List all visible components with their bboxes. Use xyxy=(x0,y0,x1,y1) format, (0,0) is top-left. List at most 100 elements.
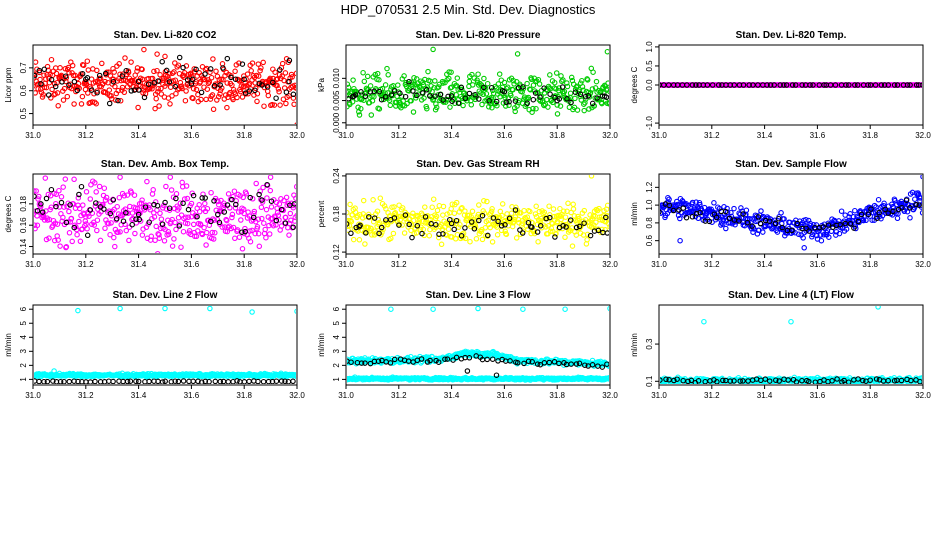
x-tick-label: 32.0 xyxy=(602,131,618,140)
y-axis-label: ml/min xyxy=(630,202,639,226)
data-point-secondary xyxy=(378,224,385,231)
data-point-primary xyxy=(56,187,62,194)
data-point-primary xyxy=(367,83,374,89)
data-point-primary xyxy=(561,88,568,95)
y-tick-label: 2 xyxy=(332,363,341,368)
data-point-secondary xyxy=(476,96,482,102)
y-tick-label: 4 xyxy=(332,335,341,340)
data-point-secondary xyxy=(259,197,265,203)
data-point-primary xyxy=(481,75,487,82)
x-tick-label: 32.0 xyxy=(915,260,931,269)
data-point-primary xyxy=(209,92,216,98)
data-point-primary xyxy=(361,78,368,85)
x-tick-label: 31.0 xyxy=(25,260,41,269)
data-point-secondary xyxy=(78,183,85,190)
panel-4: Stan. Dev. Amb. Box Temp.degrees C31.0 31… xyxy=(4,159,305,269)
y-tick-label: -1.0 xyxy=(645,116,654,130)
data-point-primary xyxy=(408,98,414,104)
data-point-primary xyxy=(495,81,502,87)
data-point-primary xyxy=(847,211,853,217)
data-point-primary xyxy=(198,222,204,228)
data-point-primary xyxy=(448,69,454,75)
data-point-secondary xyxy=(671,377,677,384)
data-point-secondary xyxy=(36,67,43,74)
data-point-secondary xyxy=(163,67,170,74)
data-point-primary xyxy=(263,234,269,241)
data-point-primary xyxy=(64,93,71,100)
data-point-primary xyxy=(274,209,281,216)
data-point-primary xyxy=(215,201,222,208)
data-point-primary xyxy=(117,98,124,104)
data-point-primary xyxy=(251,210,257,217)
y-tick-label: 6 xyxy=(19,306,28,311)
data-point-secondary xyxy=(366,214,372,220)
data-point-primary xyxy=(206,79,213,85)
data-point-secondary xyxy=(825,222,832,228)
data-point-primary xyxy=(106,87,113,93)
data-point-primary xyxy=(74,231,80,238)
data-point-primary xyxy=(151,68,157,75)
data-point-primary xyxy=(384,65,390,72)
data-point-secondary xyxy=(512,98,519,104)
data-point-primary xyxy=(774,229,781,235)
data-point-primary xyxy=(161,238,168,244)
data-point-secondary xyxy=(371,215,378,221)
data-point-secondary xyxy=(546,359,553,366)
data-point-secondary xyxy=(396,222,402,228)
data-point-primary xyxy=(192,233,198,240)
data-point-primary xyxy=(114,203,120,210)
data-point-secondary xyxy=(506,98,512,105)
data-point-primary xyxy=(94,217,101,223)
data-point-primary xyxy=(256,243,263,250)
data-point-primary xyxy=(531,228,538,234)
data-point-secondary xyxy=(495,218,501,225)
data-point-secondary xyxy=(547,214,553,221)
data-point-secondary xyxy=(488,84,495,91)
data-point-secondary xyxy=(397,90,403,97)
data-point-secondary xyxy=(603,214,609,221)
outlier-point xyxy=(141,46,147,53)
data-point-secondary xyxy=(145,81,152,87)
data-point-secondary xyxy=(484,356,490,363)
data-point-secondary xyxy=(180,64,186,71)
x-tick-label: 31.6 xyxy=(810,260,826,269)
data-point-secondary xyxy=(53,203,59,210)
data-point-primary xyxy=(208,74,215,81)
outlier-point xyxy=(607,306,609,312)
data-point-primary xyxy=(574,107,581,113)
data-point-secondary xyxy=(107,210,114,217)
data-point-secondary xyxy=(543,215,549,222)
data-point-primary xyxy=(213,68,219,75)
data-point-primary xyxy=(224,104,230,111)
data-point-secondary xyxy=(110,78,117,85)
data-point-secondary xyxy=(387,360,394,366)
data-point-secondary xyxy=(198,89,205,96)
data-point-secondary xyxy=(595,227,602,234)
data-point-primary xyxy=(909,189,916,196)
outlier-point xyxy=(475,306,481,312)
data-point-primary xyxy=(540,210,546,217)
data-point-primary xyxy=(390,230,397,237)
data-point-primary xyxy=(547,212,553,218)
data-point-secondary xyxy=(740,211,746,217)
data-point-primary xyxy=(445,226,452,232)
data-point-secondary xyxy=(660,377,663,383)
sample-point xyxy=(241,210,247,217)
data-point-primary xyxy=(377,195,384,201)
data-point-primary xyxy=(248,68,254,74)
data-point-primary xyxy=(395,82,401,88)
data-point-primary xyxy=(469,82,476,88)
outlier-point xyxy=(493,372,500,378)
data-point-secondary xyxy=(154,202,161,209)
data-point-secondary xyxy=(290,224,296,231)
data-point-secondary xyxy=(479,212,486,219)
data-point-primary xyxy=(85,90,91,96)
x-tick-label: 31.2 xyxy=(391,131,407,140)
data-point-primary xyxy=(122,55,128,61)
data-point-primary xyxy=(255,61,262,67)
data-point-primary xyxy=(111,206,117,213)
data-point-secondary xyxy=(282,220,289,226)
data-point-primary xyxy=(230,86,237,93)
data-point-primary xyxy=(60,97,67,103)
data-point-secondary xyxy=(556,360,562,367)
